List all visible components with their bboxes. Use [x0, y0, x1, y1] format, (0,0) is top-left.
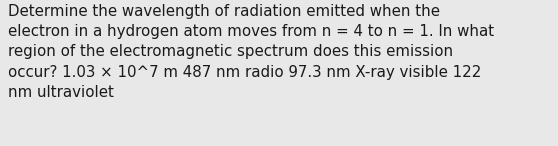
Text: Determine the wavelength of radiation emitted when the
electron in a hydrogen at: Determine the wavelength of radiation em…	[8, 4, 494, 100]
